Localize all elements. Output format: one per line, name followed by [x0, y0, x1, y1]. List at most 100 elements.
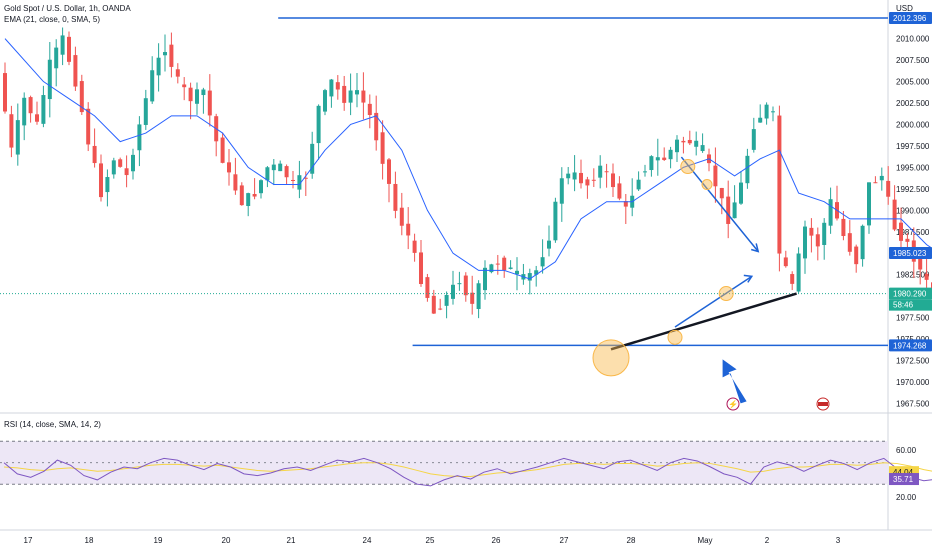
candle-body: [713, 165, 718, 187]
candle-body: [47, 59, 52, 100]
symbol-title[interactable]: Gold Spot / U.S. Dollar, 1h, OANDA: [4, 4, 131, 13]
wedge-lower-arrowhead: [743, 274, 754, 283]
candle-body: [431, 295, 436, 314]
candle-body: [860, 225, 865, 260]
price-tick-label: 1982.500: [896, 271, 930, 280]
candle-body: [79, 81, 84, 113]
rsi-ma-badge: 44.04: [893, 468, 914, 477]
candle-body: [323, 90, 327, 112]
candle-body: [732, 202, 737, 219]
ema-legend[interactable]: EMA (21, close, 0, SMA, 5): [4, 15, 101, 24]
candle-body: [169, 44, 174, 67]
time-tick-label: 17: [24, 536, 33, 545]
candle-body: [566, 173, 571, 179]
candle-body: [175, 69, 180, 77]
candle-body: [457, 283, 462, 285]
price-tick-label: 1990.000: [896, 206, 930, 215]
candle-body: [726, 196, 731, 224]
candle-body: [86, 108, 91, 145]
event-bolt-icon: [726, 397, 740, 411]
candle-body: [41, 95, 46, 124]
candle-body: [278, 163, 283, 172]
candle-body: [227, 162, 231, 173]
candle-body: [297, 175, 302, 190]
candle-body: [502, 257, 507, 271]
candle-body: [924, 273, 929, 280]
candle-body: [886, 180, 891, 197]
candle-body: [815, 234, 820, 247]
candle-body: [873, 182, 878, 184]
candle-body: [668, 149, 673, 160]
ema-line: [4, 38, 932, 280]
price-tick-label: 2007.500: [896, 56, 930, 65]
candle-body: [355, 90, 359, 95]
highlight-circle: [680, 159, 696, 175]
rsi-line: [3, 457, 932, 487]
currency-label: USD: [896, 4, 913, 13]
us-flag-stripes: [818, 402, 828, 406]
candle-body: [700, 145, 705, 152]
candle-body: [233, 174, 238, 191]
candle-body: [316, 105, 321, 144]
candle-body: [220, 137, 225, 163]
candle-body: [681, 140, 686, 143]
candle-body: [207, 90, 212, 116]
candle-body: [3, 73, 7, 112]
candle-body: [598, 165, 603, 178]
candle-body: [783, 257, 788, 267]
candle-body: [367, 103, 372, 116]
rsi-tick-label: 60.00: [896, 446, 917, 455]
candle-body: [246, 193, 251, 207]
candle-body: [847, 233, 852, 252]
candle-body: [585, 179, 590, 186]
price-tick-label: 2005.000: [896, 78, 930, 87]
candle-body: [534, 270, 539, 275]
rsi-badge-bg: [889, 473, 919, 486]
candle-body: [28, 97, 33, 114]
candle-body: [118, 159, 123, 167]
candle-body: [764, 104, 769, 119]
candle-body: [796, 253, 801, 292]
candle-body: [591, 179, 596, 181]
top-level-badge: 2012.396: [893, 14, 927, 23]
candle-body: [425, 277, 430, 298]
price-tick-label: 1970.000: [896, 378, 930, 387]
price-tick-label: 1995.000: [896, 163, 930, 172]
candle-body: [508, 267, 513, 269]
candle-body: [687, 139, 692, 144]
candle-body: [649, 156, 654, 171]
candle-body: [777, 115, 782, 254]
candle-body: [259, 180, 263, 194]
candle-body: [822, 222, 827, 245]
candle-body: [73, 55, 78, 87]
candle-body: [188, 87, 193, 102]
candle-body: [739, 182, 743, 204]
candle-body: [380, 132, 385, 164]
wedge-upper-arrowhead: [750, 243, 760, 253]
candle-body: [137, 124, 142, 151]
rsi-ma-line: [3, 462, 932, 477]
candle-body: [771, 111, 775, 113]
price-tick-label: 1977.500: [896, 314, 930, 323]
time-tick-label: 24: [363, 536, 372, 545]
time-tick-label: May: [697, 536, 712, 545]
bottom-level-badge-bg: [889, 339, 932, 352]
candle-body: [515, 270, 519, 275]
candle-body: [899, 222, 903, 241]
price-tick-label: 2010.000: [896, 35, 930, 44]
candle-body: [758, 117, 763, 123]
candle-body: [662, 157, 667, 160]
rsi-legend[interactable]: RSI (14, close, SMA, 14, 2): [4, 420, 101, 429]
current-price-badge-bg: [889, 287, 932, 300]
price-tick-label: 1967.500: [896, 399, 930, 408]
candle-body: [892, 199, 897, 230]
candle-body: [143, 98, 148, 125]
candle-body: [572, 172, 577, 180]
candle-body: [99, 163, 103, 198]
candle-body: [463, 275, 468, 296]
candle-body: [905, 238, 910, 242]
candle-body: [879, 175, 884, 181]
candle-body: [291, 179, 295, 181]
candle-body: [611, 173, 615, 188]
candle-body: [124, 168, 129, 176]
